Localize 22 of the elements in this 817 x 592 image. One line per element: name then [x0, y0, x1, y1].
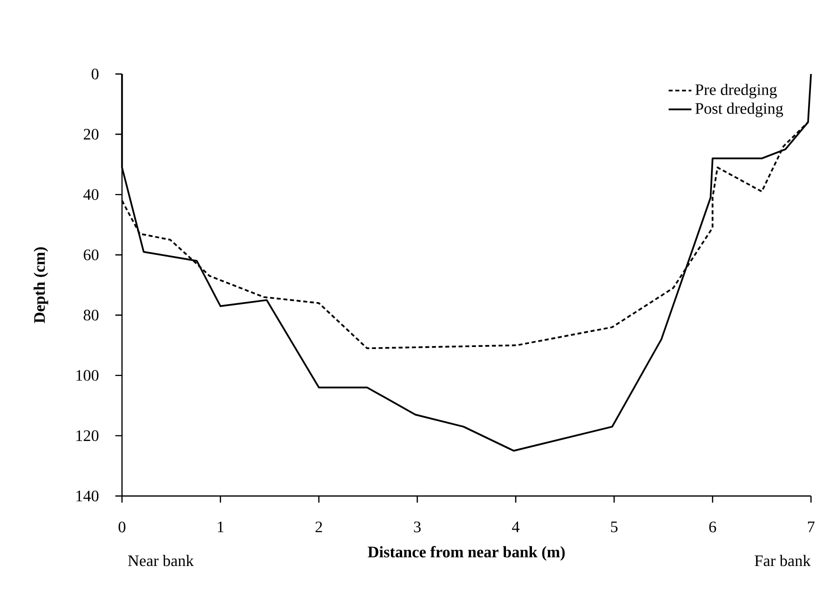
text: Near bank	[128, 554, 194, 566]
x-tick-label: 5	[611, 522, 618, 532]
y-tick-label: 0	[92, 68, 98, 80]
x-tick-label: 4	[512, 522, 520, 532]
y-tick-label: 140	[76, 490, 98, 502]
y-tick-label: 20	[84, 128, 98, 140]
x-tick-label: 6	[709, 522, 716, 532]
legend-label: Post dredging	[695, 102, 784, 118]
x-tick-label: 7	[808, 522, 815, 532]
y-tick-label: 120	[76, 430, 98, 442]
text: Far bank	[754, 554, 811, 566]
x-tick-label: 2	[316, 522, 322, 532]
x-tick-label: 3	[414, 522, 421, 532]
x-axis-title: Distance from near bank (m)	[368, 546, 565, 561]
y-tick-label: 100	[76, 370, 98, 381]
legend-label: Pre dredging	[695, 84, 777, 98]
y-axis-title: Depth (cm)	[34, 247, 48, 324]
y-tick-label: 40	[83, 189, 98, 200]
y-tick-label: 80	[84, 310, 98, 321]
x-tick-label: 1	[218, 522, 224, 532]
x-tick-label: 0	[118, 522, 126, 532]
y-tick-label: 60	[84, 249, 98, 260]
